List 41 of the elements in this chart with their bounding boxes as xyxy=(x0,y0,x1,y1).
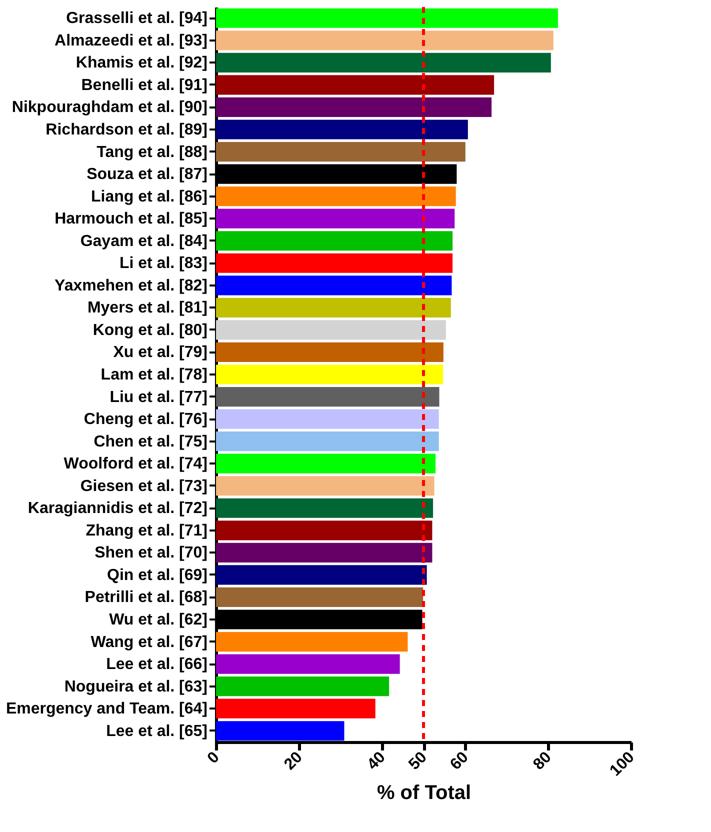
x-tick-label: 20 xyxy=(281,748,306,774)
y-tick-label: Lam et al. [78] xyxy=(100,366,208,384)
y-tick-label: Souza et al. [87] xyxy=(86,166,208,184)
y-tick-label: Lee et al. [66] xyxy=(106,656,208,674)
y-tick-label: Petrilli et al. [68] xyxy=(84,589,208,606)
y-tick-label: Woolford et al. [74] xyxy=(64,456,208,473)
x-tick-label: 60 xyxy=(447,748,472,774)
y-tick-label: Cheng et al. [76] xyxy=(84,411,208,428)
y-tick-label: Chen et al. [75] xyxy=(94,433,208,450)
y-tick-label: Myers et al. [81] xyxy=(87,300,208,317)
y-tick-label: Harmouch et al. [85] xyxy=(54,210,208,228)
y-tick-label: Tang et al. [88] xyxy=(96,144,208,161)
y-tick-label: Nogueira et al. [63] xyxy=(64,678,208,696)
y-tick-label: Khamis et al. [92] xyxy=(76,54,208,72)
y-tick-label: Wu et al. [62] xyxy=(109,612,208,628)
y-tick-label: Liu et al. [77] xyxy=(110,388,208,406)
y-tick-label: Benelli et al. [91] xyxy=(81,76,208,94)
x-tick-label: 50 xyxy=(406,748,430,774)
y-tick-label: Wang et al. [67] xyxy=(90,634,208,651)
y-tick-label: Grasselli et al. [94] xyxy=(66,10,208,28)
x-tick-label: 80 xyxy=(530,748,555,774)
x-tick-label: 0 xyxy=(204,748,223,768)
y-tick-label: Almazeedi et al. [93] xyxy=(54,32,208,50)
y-tick-label: Gayam et al. [84] xyxy=(80,232,208,250)
y-tick-label: Li et al. [83] xyxy=(119,255,208,272)
y-tick-label: Kong et al. [80] xyxy=(92,322,208,339)
y-tick-label: Emergency and Team. [64] xyxy=(6,700,208,718)
y-tick-label: Zhang et al. [71] xyxy=(86,522,208,540)
x-tick-label: 40 xyxy=(364,748,389,774)
y-tick-label: Qin et al. [69] xyxy=(107,566,208,584)
y-tick-label: Lee et al. [65] xyxy=(106,722,208,740)
x-tick-label: 100 xyxy=(606,748,638,780)
y-tick-label: Giesen et al. [73] xyxy=(80,478,208,495)
y-tick-label: Nikpouraghdam et al. [90] xyxy=(12,99,208,116)
y-tick-label: Richardson et al. [89] xyxy=(46,122,208,138)
y-tick-label: Liang et al. [86] xyxy=(91,188,208,206)
y-tick-label: Xu et al. [79] xyxy=(113,344,208,362)
x-axis-title: % of Total xyxy=(376,782,472,804)
y-tick-label: Shen et al. [70] xyxy=(94,544,208,562)
y-tick-label: Karagiannidis et al. [72] xyxy=(28,500,208,518)
y-tick-label: Yaxmehen et al. [82] xyxy=(54,277,208,294)
